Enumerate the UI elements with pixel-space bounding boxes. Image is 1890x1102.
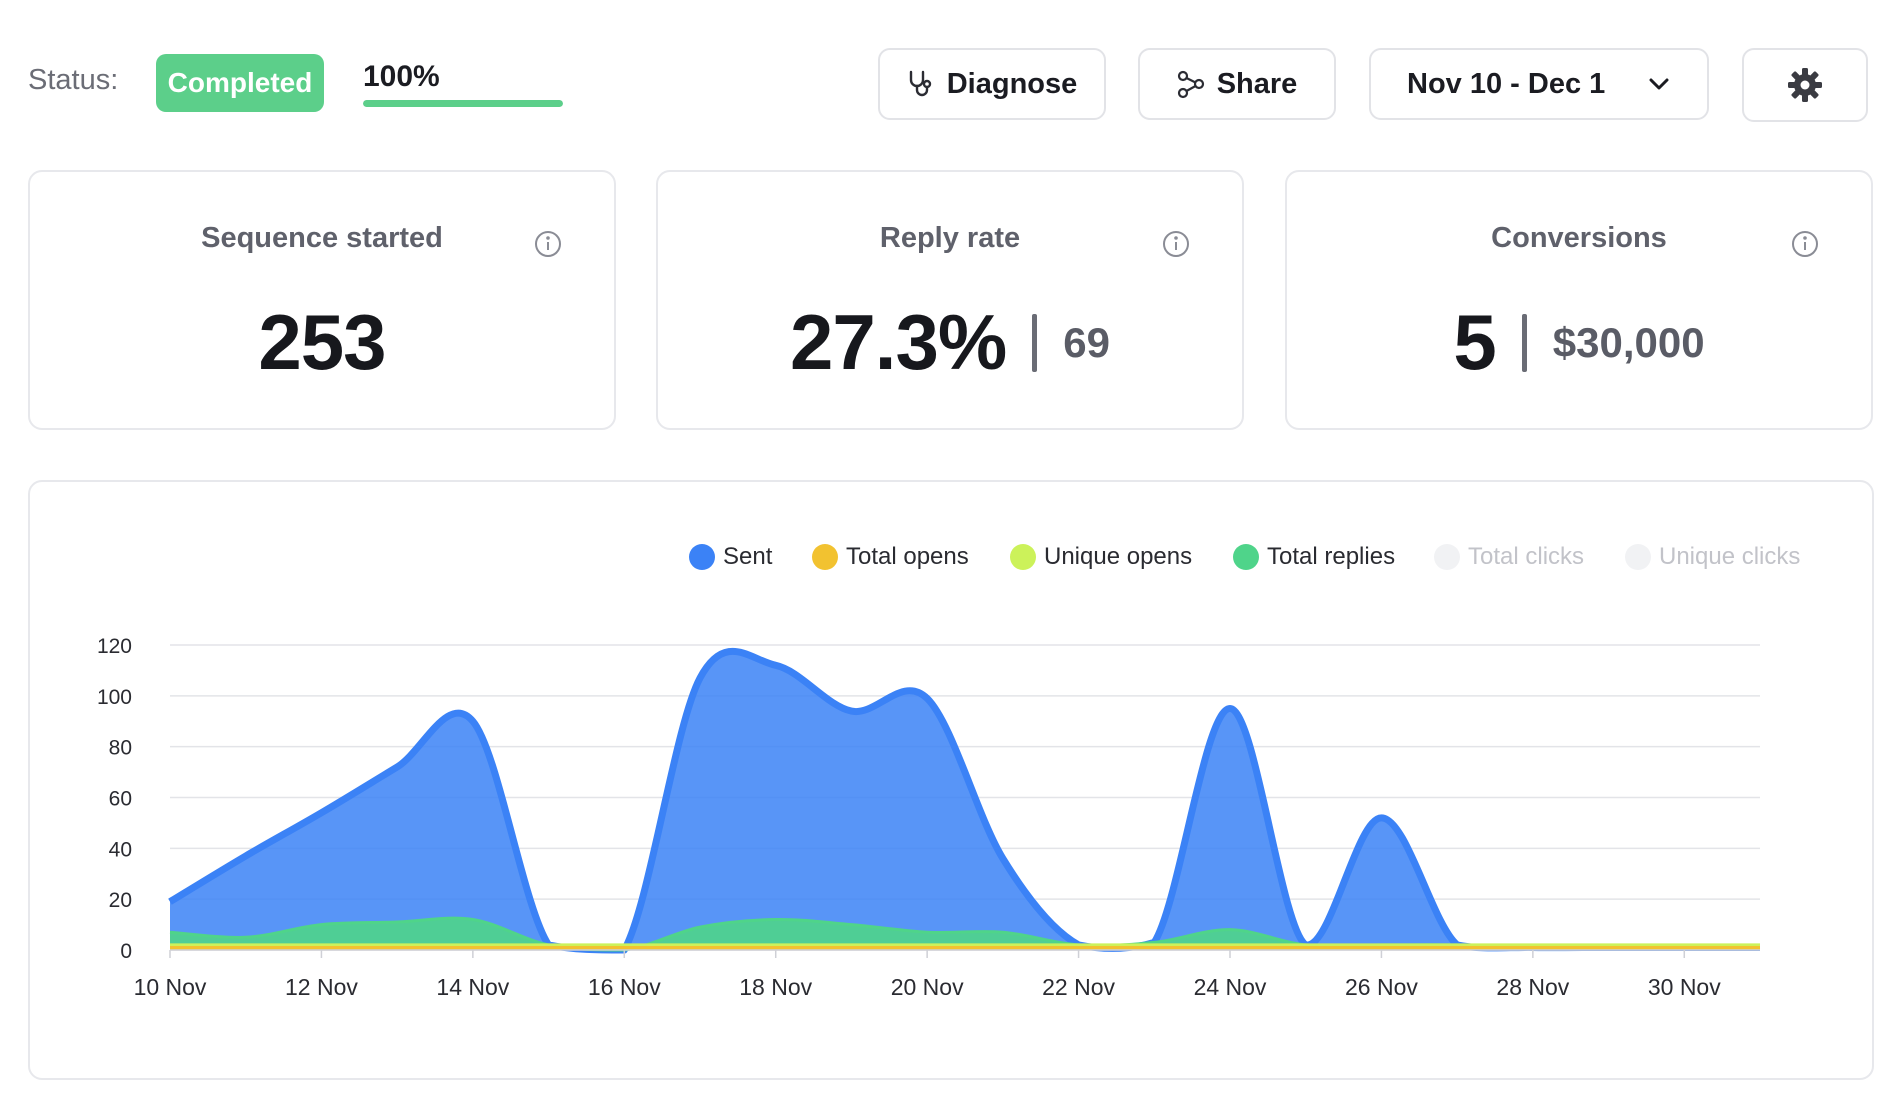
info-icon[interactable] [534, 230, 562, 258]
chevron-down-icon [1649, 78, 1669, 90]
series-area-sent [170, 651, 1760, 950]
diagnose-label: Diagnose [946, 67, 1078, 100]
x-tick-label: 20 Nov [891, 974, 964, 1000]
stethoscope-icon [909, 70, 931, 97]
x-tick-label: 12 Nov [285, 974, 358, 1000]
stat-card-conversions: Conversions 5 $30,000 [1285, 170, 1873, 430]
legend-item-total-opens[interactable]: Total opens [812, 543, 969, 571]
stat-sub-value: $30,000 [1552, 318, 1705, 366]
stat-card-sequence-started: Sequence started 253 [28, 170, 616, 430]
legend-label: Total replies [1267, 543, 1396, 570]
x-tick-label: 14 Nov [436, 974, 509, 1000]
stat-value: 27.3% [790, 298, 1007, 386]
x-tick-label: 16 Nov [588, 974, 661, 1000]
share-label: Share [1216, 67, 1298, 100]
info-icon[interactable] [1162, 230, 1190, 258]
stat-title: Reply rate [879, 222, 1021, 254]
y-tick-label: 0 [120, 940, 132, 963]
diagnose-button[interactable]: Diagnose [878, 48, 1106, 120]
stat-title: Conversions [1491, 222, 1667, 254]
info-icon[interactable] [1791, 230, 1819, 258]
series-area-total-replies [170, 918, 1760, 950]
legend-item-total-replies[interactable]: Total replies [1233, 543, 1395, 571]
legend-dot [1434, 544, 1460, 570]
stat-divider [1521, 313, 1527, 372]
legend-dot [812, 544, 838, 570]
legend-dot [1010, 544, 1036, 570]
legend-label: Unique clicks [1659, 543, 1801, 570]
x-tick-label: 18 Nov [739, 974, 812, 1000]
y-tick-label: 80 [109, 737, 132, 760]
y-tick-label: 20 [109, 889, 132, 912]
progress-percent: 100% [363, 60, 440, 93]
x-tick-label: 24 Nov [1194, 974, 1267, 1000]
date-range-select[interactable]: Nov 10 - Dec 1 [1369, 48, 1709, 120]
x-tick-label: 28 Nov [1496, 974, 1569, 1000]
settings-button[interactable] [1742, 48, 1868, 122]
legend-item-sent[interactable]: Sent [689, 543, 772, 571]
legend-dot [689, 544, 715, 570]
stat-sub-value: 69 [1063, 318, 1110, 366]
x-tick-label: 30 Nov [1648, 974, 1721, 1000]
legend-label: Total opens [846, 543, 969, 570]
share-button[interactable]: Share [1138, 48, 1336, 120]
legend-dot [1625, 544, 1651, 570]
legend-label: Unique opens [1044, 543, 1193, 570]
progress-bar-fill [363, 100, 563, 107]
date-range-value: Nov 10 - Dec 1 [1407, 67, 1606, 100]
legend-dot [1233, 544, 1259, 570]
progress-bar [363, 100, 563, 107]
x-tick-label: 10 Nov [134, 974, 207, 1000]
chart-legend: Sent Total opens Unique opens Total repl… [0, 543, 1890, 573]
legend-label: Total clicks [1468, 543, 1585, 570]
stat-value: 253 [258, 298, 386, 386]
status-badge: Completed [156, 54, 324, 112]
stat-value: 5 [1453, 298, 1496, 386]
x-tick-label: 26 Nov [1345, 974, 1418, 1000]
y-tick-label: 60 [109, 788, 132, 811]
x-tick-label: 22 Nov [1042, 974, 1115, 1000]
stat-card-reply-rate: Reply rate 27.3% 69 [656, 170, 1244, 430]
legend-item-total-clicks[interactable]: Total clicks [1434, 543, 1584, 571]
legend-item-unique-clicks[interactable]: Unique clicks [1625, 543, 1800, 571]
y-tick-label: 40 [109, 838, 132, 861]
status-label: Status: [28, 64, 119, 96]
series-line-sent [168, 647, 1760, 954]
stat-title: Sequence started [201, 222, 443, 254]
share-icon [1177, 70, 1204, 99]
y-tick-label: 120 [97, 635, 132, 658]
y-tick-label: 100 [97, 686, 132, 709]
legend-label: Sent [723, 543, 773, 570]
gear-icon [1788, 68, 1822, 102]
legend-item-unique-opens[interactable]: Unique opens [1010, 543, 1192, 571]
stat-divider [1032, 313, 1038, 372]
